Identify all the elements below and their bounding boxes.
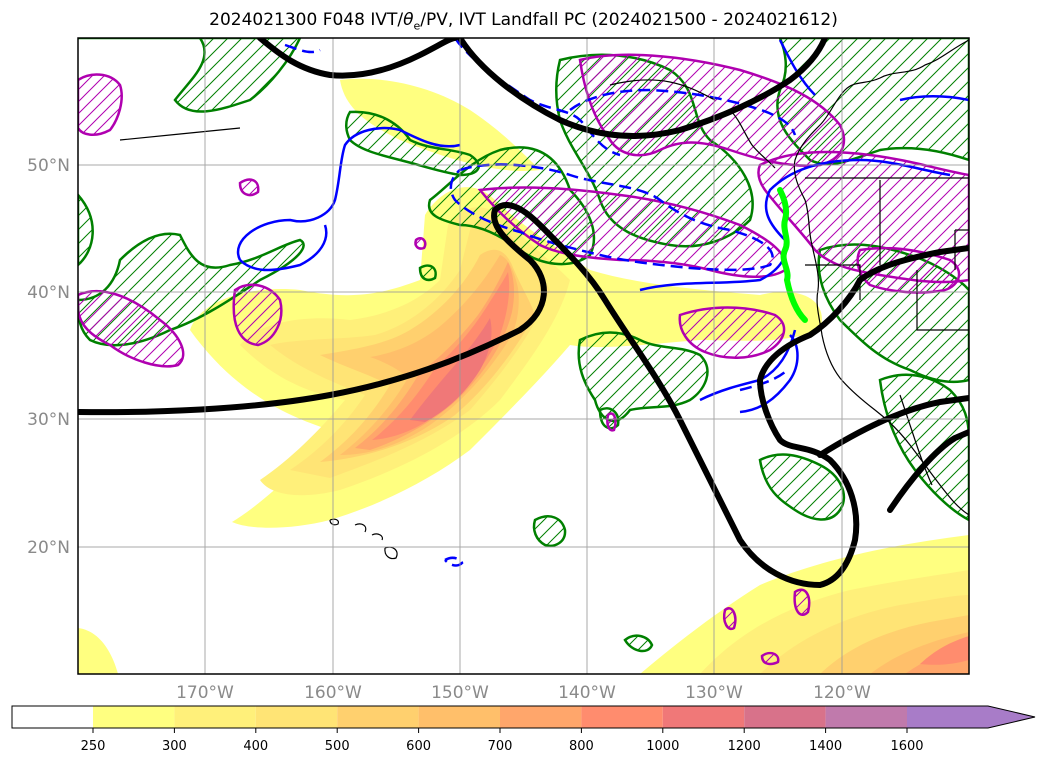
colorbar-under-segment: [12, 706, 93, 728]
colorbar-label-250: 250: [81, 739, 106, 754]
coastline-alaska-panhandle: [729, 109, 776, 169]
coastline-alaska-islands: [609, 79, 716, 101]
border-state-3: [916, 270, 969, 331]
pv-blue-dashed-5: [444, 556, 464, 567]
title-suffix: /PV, IVT Landfall PC (2024021500 - 20240…: [420, 10, 838, 30]
pv-region-subtropics: [532, 515, 567, 547]
map-frame: [77, 37, 970, 675]
colorbar-segment-600: [418, 706, 500, 728]
colorbar-labels: 250 300 400 500 600 700 800 1000 1200 14…: [81, 739, 924, 754]
pv-blue-dashed-4: [739, 371, 786, 392]
colorbar-segment-500: [337, 706, 419, 728]
ivt-filled-contours: [78, 78, 969, 674]
coastline-aleutians: [119, 127, 241, 141]
border-state-1: [805, 264, 861, 300]
colorbar-ticks: [92, 728, 908, 733]
colorbar-label-700: 700: [488, 739, 513, 754]
ivt-landfall-pc-line: [777, 187, 808, 323]
lon-label-160w: 160°W: [304, 683, 362, 703]
pv-region-small-3: [623, 634, 654, 653]
jet-region-south-2: [723, 607, 737, 631]
colorbar-segment-400: [255, 706, 338, 728]
colorbar-label-800: 800: [569, 739, 594, 754]
pv-blue-contour-5: [739, 334, 799, 414]
pv-region-northwest: [78, 38, 302, 113]
ivt-600-region: [340, 255, 519, 455]
title-prefix: 2024021300 F048 IVT/: [209, 10, 404, 30]
coastline-north-america: [793, 39, 969, 516]
pv-blue-dashed-3: [569, 88, 797, 136]
jet-region-northwest: [78, 73, 123, 136]
jet-region-small-2: [414, 237, 427, 250]
colorbar-label-1400: 1400: [809, 739, 842, 754]
colorbar-label-1000: 1000: [646, 739, 679, 754]
coastline-hawaii-3: [371, 533, 383, 541]
jet-region-dot: [238, 178, 260, 197]
jet-region-south-3: [760, 651, 780, 666]
theta-e-contour-southeast-2: [887, 429, 969, 513]
pv-region-southwest-coast: [758, 453, 846, 521]
longitude-labels: 170°W 160°W 150°W 140°W 130°W 120°W: [176, 683, 871, 703]
pv-region-midocean: [577, 331, 709, 423]
coastline-baja: [899, 394, 933, 486]
ivt-250-north: [340, 78, 540, 171]
pv-blue-contour-6: [899, 95, 969, 102]
theta-e-contour-southeast-1: [817, 395, 969, 458]
colorbar-label-1200: 1200: [728, 739, 761, 754]
jet-region-west-small: [232, 283, 283, 347]
colorbar-segment-1200: [744, 706, 826, 728]
colorbar-segment-300: [174, 706, 256, 728]
latitude-labels: 50°N 40°N 30°N 20°N: [27, 156, 70, 558]
colorbar-extend-arrow: [907, 706, 1035, 728]
lon-label-150w: 150°W: [431, 683, 489, 703]
lon-label-130w: 130°W: [685, 683, 743, 703]
coastline-hawaii-2: [354, 523, 367, 533]
lon-label-120w: 120°W: [813, 683, 871, 703]
jet-region-small-1: [606, 412, 617, 432]
coastline-hawaii-1: [329, 518, 340, 526]
lat-label-20: 20°N: [27, 538, 70, 558]
title-theta-subscript: e: [413, 19, 421, 33]
colorbar-segment-1000: [662, 706, 745, 728]
pv-blue-contour-7: [778, 39, 816, 96]
theta-e-contour-north: [257, 38, 458, 79]
pv-blue-contour-3: [639, 158, 951, 292]
colorbar-segment-800: [581, 706, 663, 728]
pv-region-west: [78, 193, 94, 267]
ivt-250-south-left: [78, 628, 118, 674]
jet-region-west: [78, 290, 185, 368]
ivt-800-south: [920, 636, 969, 665]
pv-blue-dashed-6: [284, 43, 321, 54]
theta-e-contours: [78, 38, 969, 589]
colorbar-segment-1400: [825, 706, 907, 728]
theta-e-contour-gulf: [457, 38, 828, 139]
jet-region-south-1: [793, 588, 811, 617]
lat-label-50: 50°N: [27, 156, 70, 176]
lon-label-140w: 140°W: [558, 683, 616, 703]
colorbar-segment-700: [500, 706, 582, 728]
colorbar-outline: [11, 705, 1036, 729]
colorbar-label-500: 500: [325, 739, 350, 754]
theta-e-contour-main: [78, 202, 969, 589]
colorbar-label-300: 300: [162, 739, 187, 754]
lon-label-170w: 170°W: [176, 683, 234, 703]
pv-region-small-1: [418, 264, 437, 282]
gridlines: [78, 38, 969, 674]
colorbar-label-600: 600: [406, 739, 431, 754]
coastlines: [119, 39, 969, 560]
ivt-1000-region: [410, 318, 492, 422]
pv-blue-contour-1: [236, 126, 461, 261]
title-theta: θ: [403, 10, 414, 30]
colorbar-label-1600: 1600: [890, 739, 923, 754]
figure-title: 2024021300 F048 IVT/θe/PV, IVT Landfall …: [0, 10, 1047, 32]
colorbar-label-400: 400: [243, 739, 268, 754]
jet-region-midocean: [678, 306, 786, 360]
colorbar-segment-250: [93, 706, 175, 728]
pv-blue-contour-2: [239, 224, 328, 272]
lat-label-30: 30°N: [27, 410, 70, 430]
map-panel: [78, 38, 969, 674]
lat-label-40: 40°N: [27, 283, 70, 303]
colorbar: 250 300 400 500 600 700 800 1000 1200 14…: [11, 705, 1036, 754]
